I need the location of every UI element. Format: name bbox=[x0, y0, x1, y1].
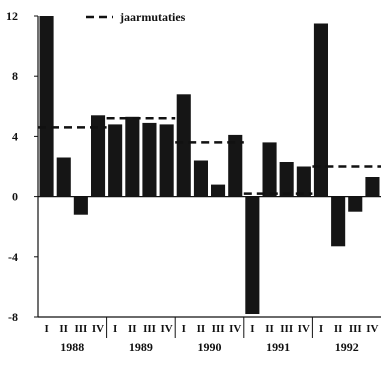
y-tick-label: 0 bbox=[12, 190, 18, 204]
y-tick-label: 4 bbox=[12, 129, 18, 143]
bar-1989-iv bbox=[159, 124, 174, 197]
bar-1992-iv bbox=[365, 177, 380, 197]
x-tick-label-quarter: III bbox=[74, 323, 87, 335]
annual-change-lines bbox=[38, 117, 381, 195]
bars bbox=[39, 16, 380, 314]
x-tick-label-quarter: IV bbox=[92, 323, 104, 335]
x-tick-label-quarter: III bbox=[143, 323, 156, 335]
bar-1990-i bbox=[176, 94, 191, 197]
x-tick-label-quarter: II bbox=[128, 323, 137, 335]
bar-1988-i bbox=[39, 16, 54, 197]
x-tick-label-year: 1991 bbox=[266, 340, 290, 354]
x-tick-label-quarter: IV bbox=[160, 323, 172, 335]
bar-1992-ii bbox=[331, 196, 346, 247]
bar-1990-iv bbox=[228, 134, 243, 197]
bar-1991-ii bbox=[262, 142, 277, 197]
x-tick-label-quarter: IV bbox=[298, 323, 310, 335]
x-tick-label-quarter: I bbox=[44, 323, 48, 335]
legend-label: jaarmutaties bbox=[119, 10, 186, 24]
x-tick-label-quarter: I bbox=[250, 323, 254, 335]
bar-1991-iii bbox=[279, 162, 294, 197]
bar-1992-iii bbox=[348, 196, 363, 212]
x-tick-label-quarter: II bbox=[59, 323, 68, 335]
x-tick-label-quarter: I bbox=[319, 323, 323, 335]
bar-1989-iii bbox=[142, 122, 157, 197]
y-tick-label: -4 bbox=[8, 250, 18, 264]
x-tick-label-quarter: III bbox=[349, 323, 362, 335]
x-tick-label-quarter: IV bbox=[229, 323, 241, 335]
y-tick-label: -8 bbox=[8, 310, 18, 324]
x-tick-label-year: 1988 bbox=[60, 340, 84, 354]
x-tick-label-year: 1992 bbox=[335, 340, 359, 354]
x-tick-label-year: 1990 bbox=[198, 340, 222, 354]
bar-1989-ii bbox=[125, 116, 140, 197]
x-tick-label-quarter: III bbox=[280, 323, 293, 335]
bar-1988-iii bbox=[73, 196, 88, 215]
y-tick-label: 8 bbox=[12, 69, 18, 83]
x-axis-ticks: I II III IV I II III IV I II III IV I II III IV I II III IV… bbox=[44, 317, 379, 354]
x-tick-label-quarter: III bbox=[212, 323, 225, 335]
bar-1988-iv bbox=[91, 115, 106, 197]
y-axis-ticks: 12 8 4 0 -4 -8 bbox=[6, 9, 38, 324]
bar-1990-iii bbox=[211, 184, 226, 197]
bar-1989-i bbox=[108, 124, 123, 197]
x-tick-label-quarter: IV bbox=[366, 323, 378, 335]
x-tick-label-quarter: II bbox=[197, 323, 206, 335]
x-tick-label-quarter: I bbox=[113, 323, 117, 335]
legend: jaarmutaties bbox=[86, 10, 186, 24]
bar-1990-ii bbox=[193, 160, 208, 197]
x-tick-label-quarter: II bbox=[334, 323, 343, 335]
bar-1991-iv bbox=[296, 166, 311, 197]
x-tick-label-quarter: I bbox=[182, 323, 186, 335]
y-tick-label: 12 bbox=[6, 9, 18, 23]
x-tick-label-year: 1989 bbox=[129, 340, 153, 354]
axes bbox=[37, 16, 381, 318]
bar-1991-i bbox=[245, 196, 260, 314]
bar-1988-ii bbox=[56, 157, 71, 197]
x-tick-label-quarter: II bbox=[265, 323, 274, 335]
bar-1992-i bbox=[313, 23, 328, 197]
